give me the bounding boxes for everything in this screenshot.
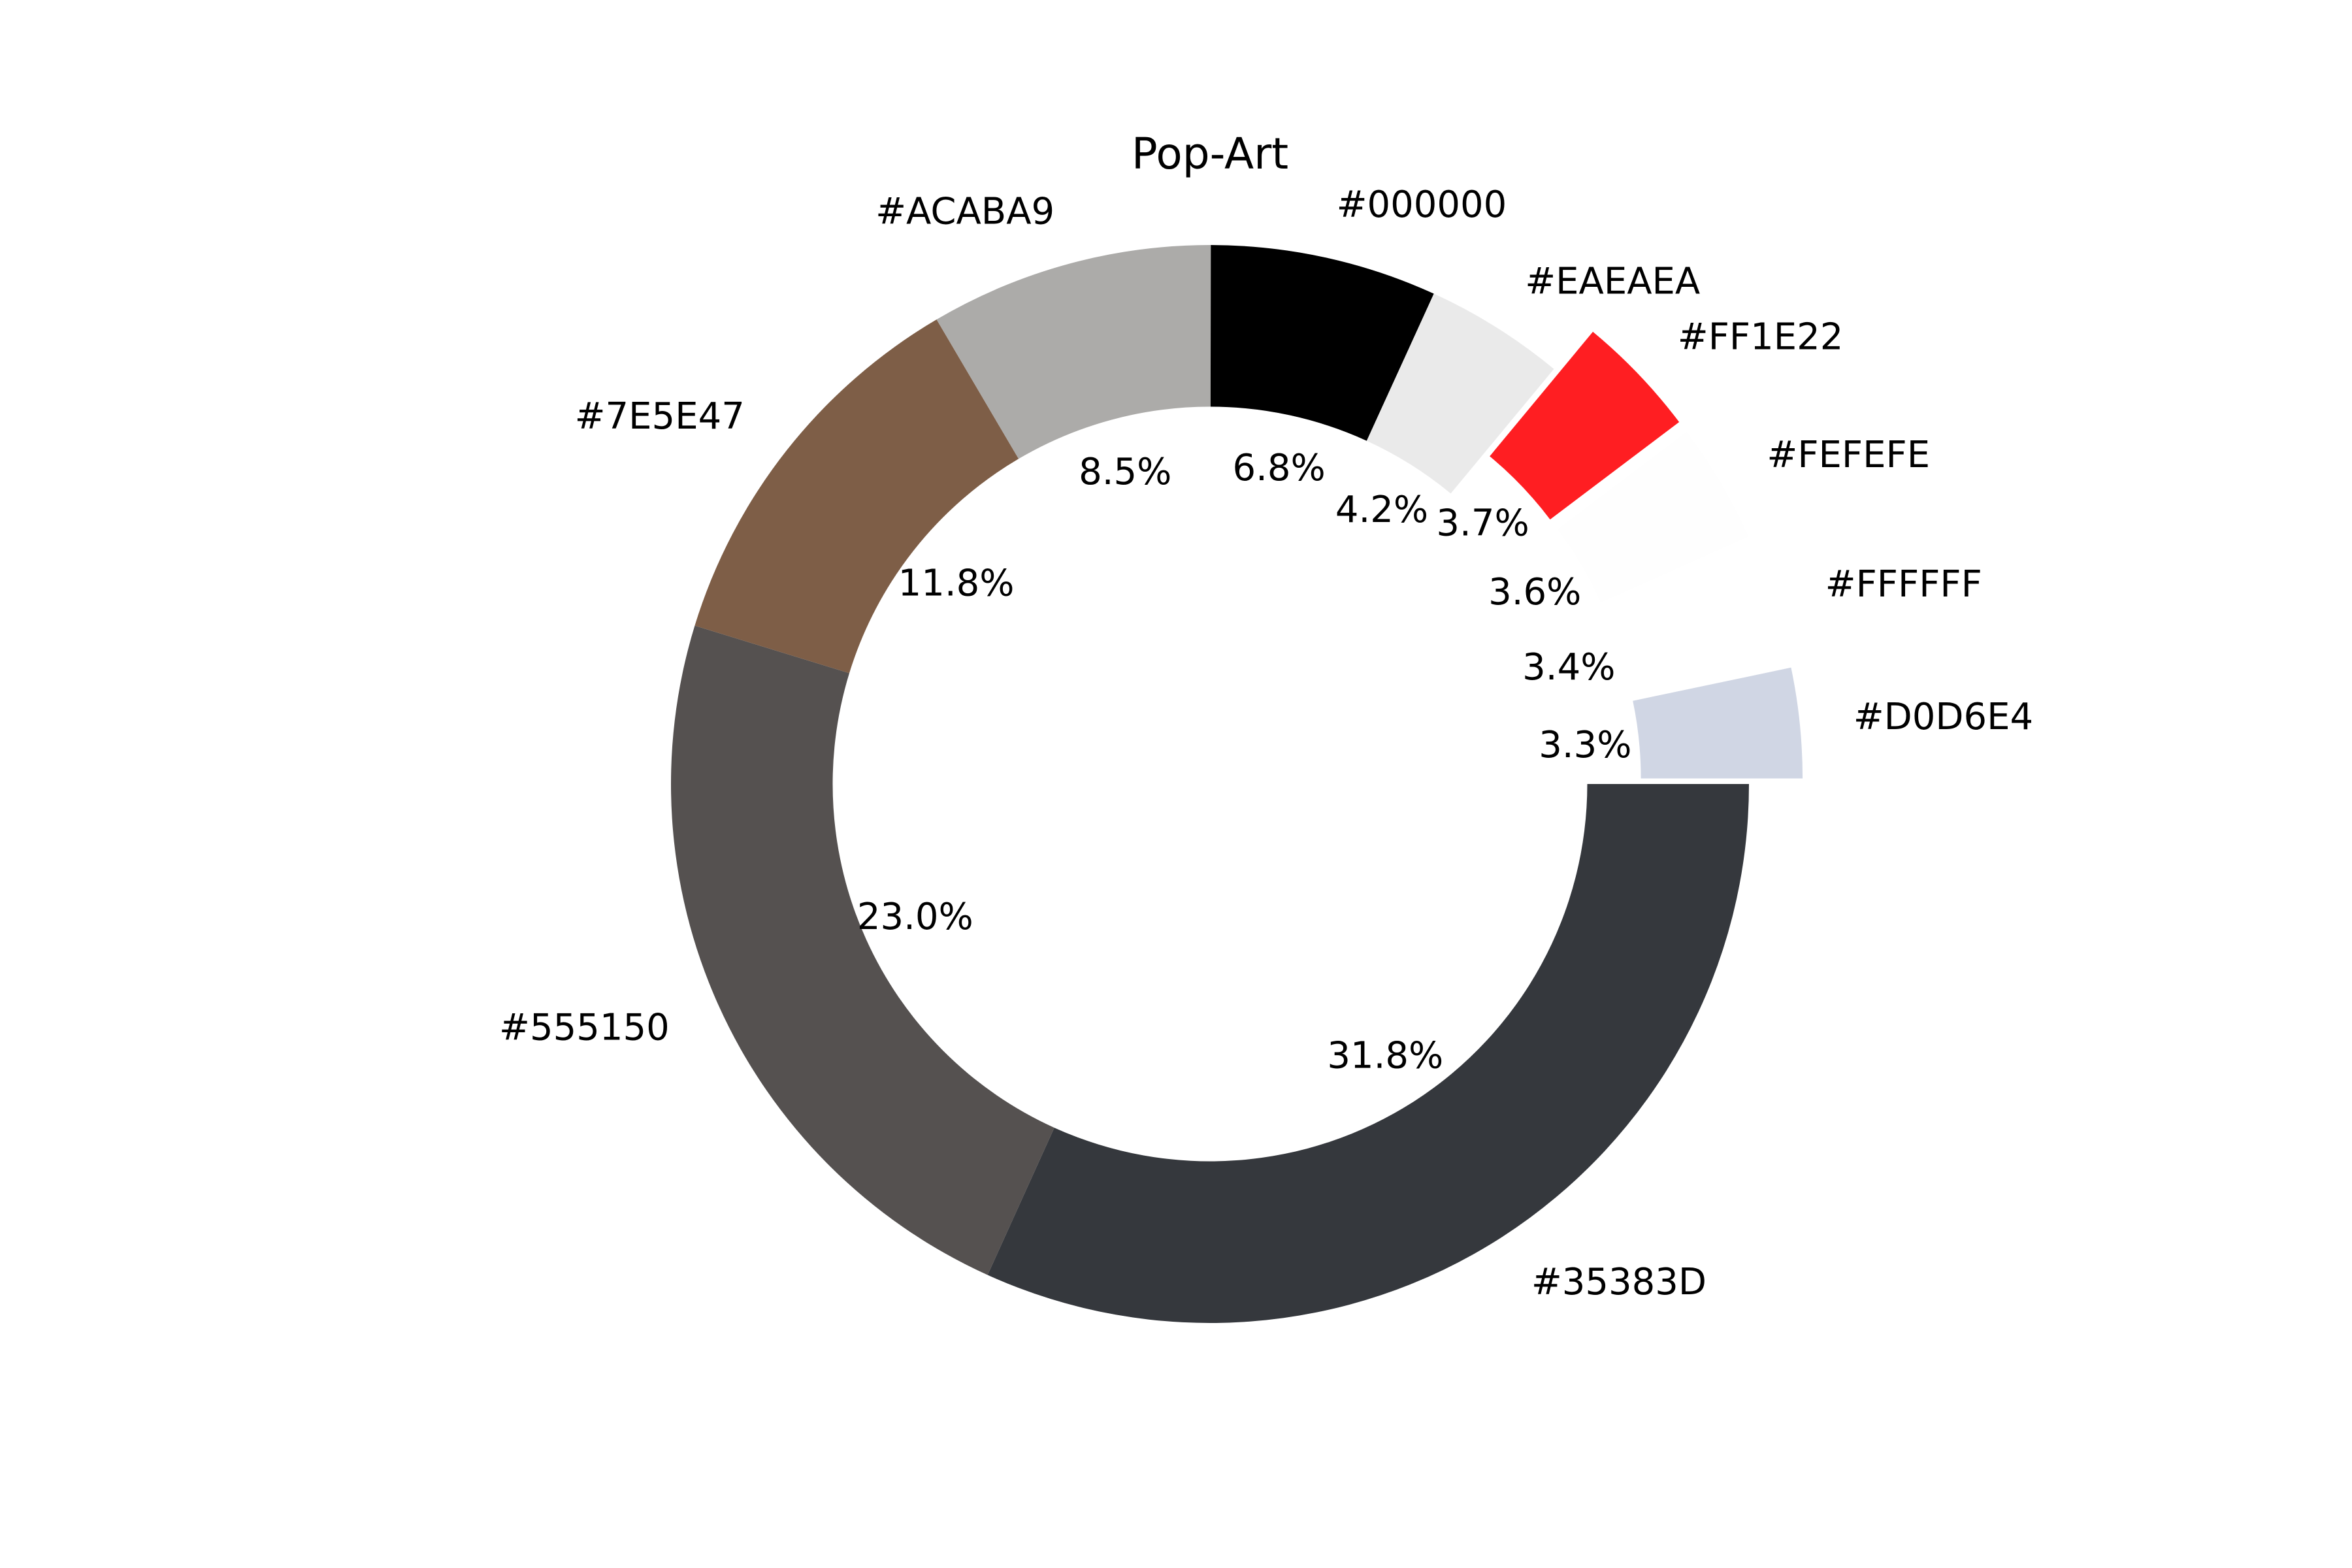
slice-label: #000000 [1337,184,1507,226]
slice-d0d6e4 [1633,667,1803,779]
slice-ffffff [1605,547,1789,690]
slice-label: #EAEAEA [1525,261,1700,303]
slice-percent-label: 3.6% [1488,571,1581,613]
slice-percent-label: 6.8% [1232,447,1325,489]
slice-eaeaea [1366,293,1554,494]
slice-percent-label: 4.2% [1335,489,1428,531]
slice-label: #ACABA9 [875,191,1054,233]
slice-label: #FFFFFF [1825,563,1982,606]
chart-title: Pop-Art [1132,129,1288,179]
slice-percent-label: 8.5% [1079,451,1171,493]
slice-35383d [987,784,1749,1323]
slice-percent-label: 3.7% [1436,502,1529,545]
slice-7e5e47 [694,319,1019,674]
slice-555150 [670,625,1054,1275]
slice-percent-label: 31.8% [1327,1035,1443,1077]
slice-percent-label: 3.4% [1522,646,1615,689]
slice-acaba9 [936,245,1211,459]
slice-percent-label: 11.8% [898,563,1015,605]
slices-group [670,245,1803,1323]
slice-000000 [1210,245,1434,441]
slice-label: #35383D [1531,1261,1707,1303]
slice-label: #D0D6E4 [1854,696,2033,738]
slice-percent-label: 3.3% [1539,724,1631,766]
slice-label: #7E5E47 [575,395,745,438]
slice-label: #FEFEFE [1767,434,1930,476]
slice-label: #555150 [499,1007,670,1049]
slice-ff1e22 [1490,331,1680,520]
slice-percent-label: 23.0% [857,896,973,938]
labels-group: #35383D 31.8% #555150 23.0% #7E5E47 11.8% #ACA… [499,184,2033,1303]
slice-fefefe [1557,432,1749,603]
slice-label: #FF1E22 [1678,316,1844,359]
